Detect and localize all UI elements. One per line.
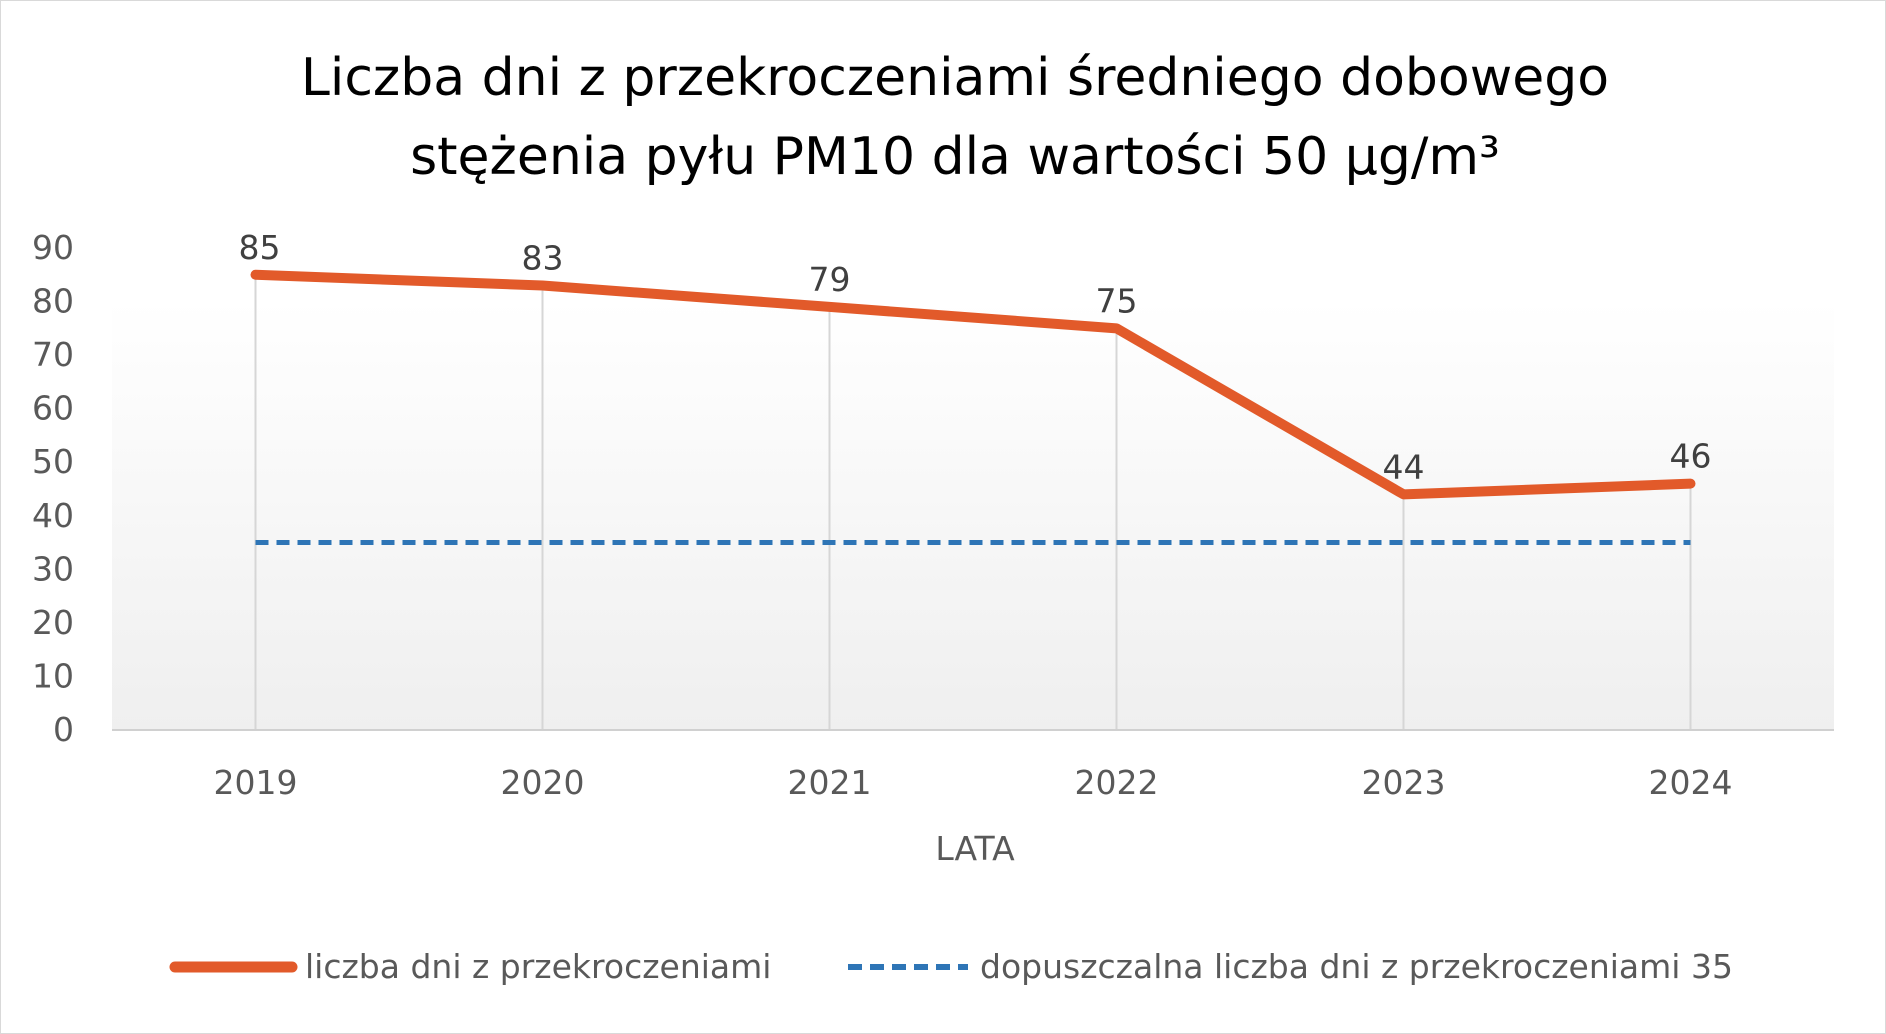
x-tick-label: 2024 — [1649, 763, 1733, 802]
y-tick-label: 60 — [32, 389, 74, 428]
x-tick-label: 2019 — [214, 763, 298, 802]
x-tick-label: 2023 — [1362, 763, 1446, 802]
x-tick-label: 2020 — [501, 763, 585, 802]
y-tick-label: 30 — [32, 549, 74, 588]
x-tick-label: 2022 — [1075, 763, 1159, 802]
legend-label-threshold-series: dopuszczalna liczba dni z przekroczeniam… — [980, 947, 1733, 986]
data-label: 75 — [1096, 281, 1138, 320]
y-tick-label: 0 — [53, 710, 74, 749]
y-tick-label: 80 — [32, 282, 74, 321]
y-tick-label: 20 — [32, 603, 74, 642]
legend: liczba dni z przekroczeniami dopuszczaln… — [169, 947, 1733, 986]
data-label: 46 — [1670, 437, 1712, 476]
primary-series-line — [250, 269, 1696, 500]
plot-area — [112, 300, 1834, 730]
y-tick-label: 70 — [32, 335, 74, 374]
y-tick-label: 10 — [32, 656, 74, 695]
y-tick-label: 40 — [32, 496, 74, 535]
y-tick-label: 50 — [32, 442, 74, 481]
data-label: 85 — [239, 228, 281, 267]
chart-title-line1: Liczba dni z przekroczeniami średniego d… — [301, 48, 1609, 108]
data-label: 79 — [809, 260, 851, 299]
legend-label-primary-series: liczba dni z przekroczeniami — [305, 947, 771, 986]
chart-title-line2: stężenia pyłu PM10 dla wartości 50 µg/m³ — [410, 127, 1500, 187]
data-label: 44 — [1383, 447, 1425, 486]
y-tick-label: 90 — [32, 228, 74, 267]
data-label: 83 — [522, 238, 564, 277]
x-axis-title: LATA — [935, 829, 1015, 868]
x-tick-label: 2021 — [788, 763, 872, 802]
